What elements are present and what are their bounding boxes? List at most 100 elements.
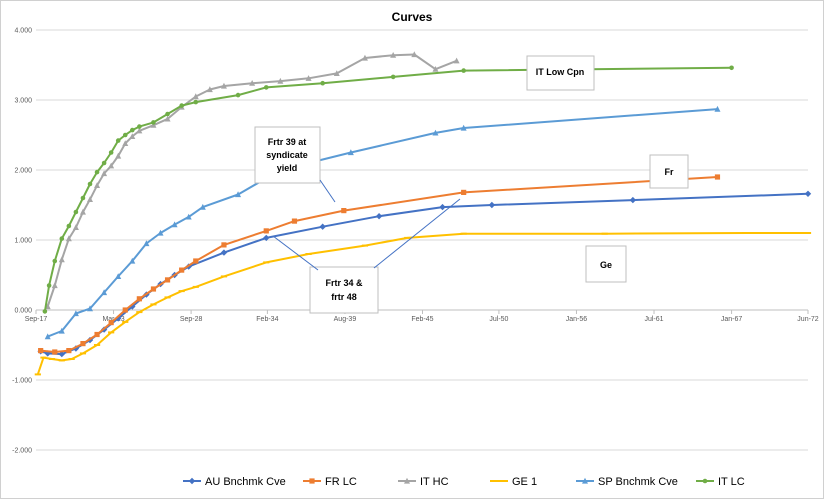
data-point — [157, 229, 164, 236]
data-point — [66, 348, 72, 354]
legend-label: SP Bnchmk Cve — [598, 476, 678, 488]
data-point — [94, 331, 100, 338]
data-point — [461, 68, 466, 73]
data-point — [68, 358, 75, 360]
x-tick-label: Jan-56 — [566, 316, 588, 323]
data-point — [305, 253, 312, 255]
data-point — [333, 70, 340, 76]
annotation-frtr39-line2: syndicate — [266, 150, 308, 160]
series-line — [43, 66, 732, 312]
data-point — [320, 80, 325, 86]
data-point — [235, 191, 242, 198]
annotation-arrow-frtr48 — [373, 198, 461, 269]
data-point — [52, 258, 58, 264]
legend-item-au-bnchmk-cve: AU Bnchmk Cve — [183, 476, 286, 488]
data-point — [94, 182, 101, 188]
data-point — [136, 311, 143, 314]
data-point — [164, 115, 171, 122]
data-point — [460, 124, 467, 131]
y-tick-label: 2.000 — [14, 168, 32, 175]
data-point — [137, 124, 142, 129]
annotation-fr: Fr — [665, 167, 674, 177]
data-point — [101, 160, 107, 166]
x-tick-label: Sep-17 — [25, 316, 48, 323]
data-point — [108, 150, 114, 155]
data-point — [347, 149, 354, 156]
y-tick-label: -1.000 — [12, 378, 32, 385]
x-tick-label: Feb-45 — [411, 316, 433, 323]
data-point — [59, 236, 65, 241]
data-point — [52, 349, 58, 355]
series-fr-lc — [38, 174, 721, 355]
plot-area — [34, 51, 812, 376]
data-point — [46, 283, 52, 288]
data-point — [122, 132, 128, 138]
data-point — [179, 267, 185, 273]
annotation-it-low-cpn: IT Low Cpn — [536, 67, 585, 77]
data-point — [44, 333, 51, 340]
data-point — [629, 196, 637, 204]
data-point — [58, 350, 66, 358]
x-tick-label: Jul-50 — [489, 316, 508, 323]
data-point — [34, 373, 41, 376]
data-point — [192, 285, 199, 288]
series-ge-1 — [34, 232, 812, 376]
x-tick-label: Jun-72 — [797, 316, 819, 323]
legend-label: FR LC — [325, 476, 357, 488]
data-point — [601, 232, 608, 235]
data-point — [136, 127, 143, 134]
data-point — [164, 277, 171, 283]
legend-item-it-lc: IT LC — [696, 476, 745, 488]
data-point — [178, 290, 185, 293]
data-point — [42, 309, 48, 314]
data-point — [453, 57, 460, 64]
series-au-bnchmk-cve — [37, 190, 812, 358]
data-point — [87, 305, 94, 312]
data-point — [220, 275, 228, 278]
data-point — [404, 236, 411, 239]
data-point — [742, 232, 749, 234]
data-point — [291, 218, 298, 224]
data-point — [66, 223, 72, 229]
data-point — [79, 208, 86, 215]
annotations: IT Low Cpn Frtr 39 at syndicate yield Fr… — [254, 55, 689, 314]
data-point — [582, 477, 588, 484]
data-point — [702, 478, 708, 484]
data-point — [122, 307, 128, 313]
data-point — [361, 54, 368, 61]
data-point — [171, 221, 178, 228]
data-point — [179, 103, 184, 108]
data-point — [87, 181, 93, 187]
data-point — [305, 75, 312, 81]
data-point — [65, 235, 72, 242]
data-point — [87, 196, 94, 202]
data-point — [101, 170, 108, 177]
data-point — [48, 358, 56, 360]
data-point — [72, 310, 79, 317]
data-point — [206, 86, 213, 93]
data-point — [375, 213, 383, 220]
data-point — [151, 120, 156, 125]
data-point — [108, 320, 114, 326]
series-line — [40, 192, 809, 356]
data-point — [122, 140, 129, 146]
data-point — [309, 478, 315, 484]
data-point — [115, 138, 121, 143]
data-point — [192, 93, 199, 100]
data-point — [79, 352, 87, 355]
data-point — [73, 209, 79, 215]
data-point — [80, 195, 86, 201]
data-point — [193, 258, 199, 264]
data-point — [193, 99, 199, 105]
data-point — [390, 52, 397, 58]
data-point — [129, 257, 136, 264]
data-point — [130, 127, 135, 133]
annotation-arrow-frtr39 — [319, 179, 336, 203]
data-point — [495, 480, 503, 482]
data-point — [115, 273, 122, 279]
data-point — [150, 286, 157, 292]
data-point — [143, 240, 150, 247]
annotation-frtr39-line1: Frtr 39 at — [268, 137, 307, 147]
data-point — [51, 282, 58, 289]
